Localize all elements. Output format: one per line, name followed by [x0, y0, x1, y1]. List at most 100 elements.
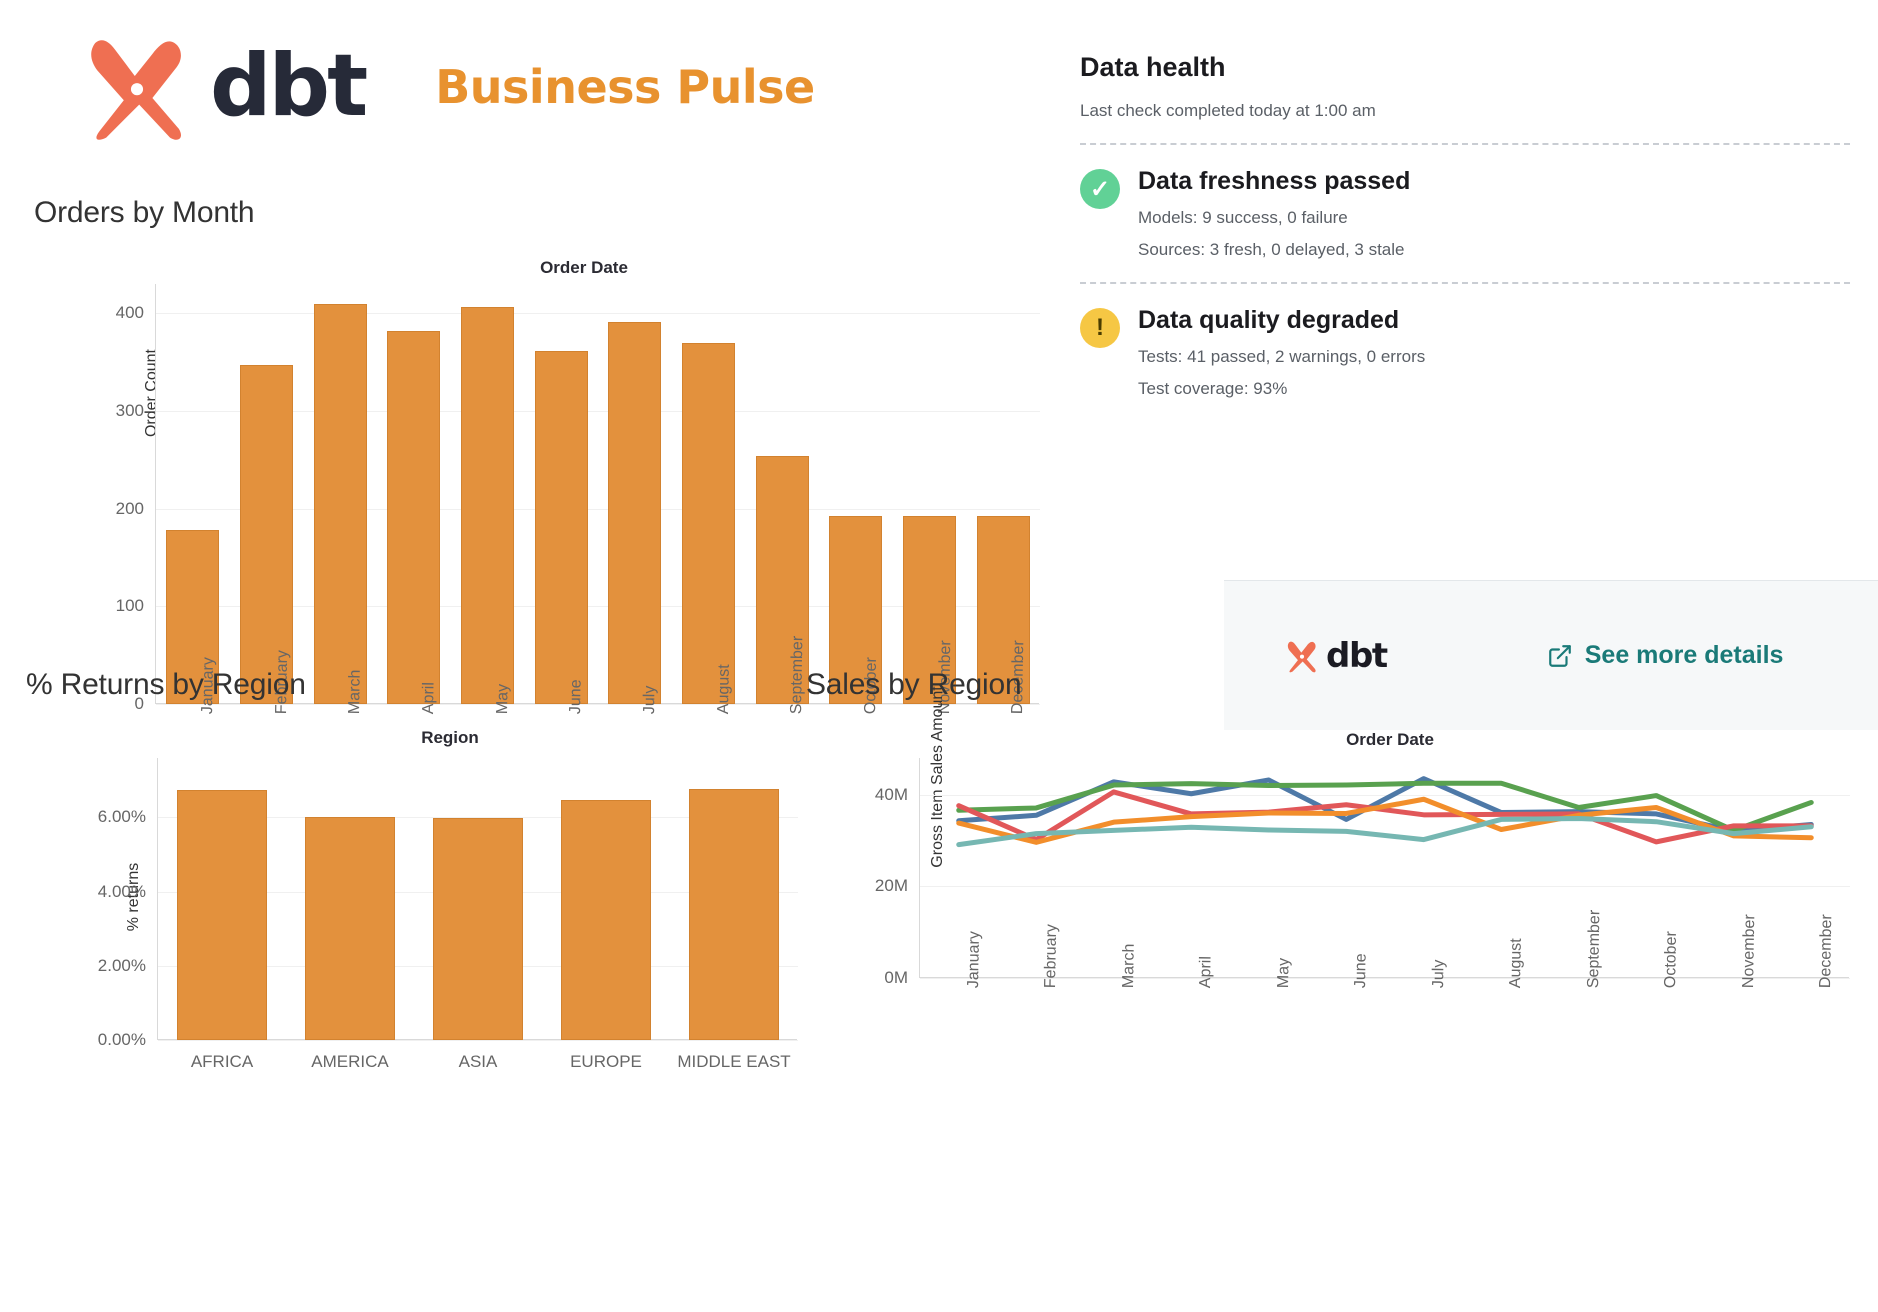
- bar[interactable]: [829, 516, 883, 704]
- see-more-details-link[interactable]: See more details: [1547, 641, 1784, 670]
- x-tick-label: ASIA: [458, 1052, 498, 1071]
- card-dbt-brand: dbt: [1284, 636, 1388, 676]
- orders-chart-subtitle: Order Date: [540, 258, 628, 277]
- line-series[interactable]: [956, 780, 1814, 833]
- y-tick-label: 100: [115, 596, 144, 616]
- y-tick-label: 4.00%: [97, 881, 146, 901]
- orders-x-axis-line: [155, 703, 1039, 704]
- bar[interactable]: [433, 818, 523, 1040]
- gridline: [920, 978, 1850, 979]
- y-tick-label: 400: [115, 303, 144, 323]
- x-tick-label: February: [1042, 923, 1061, 989]
- x-tick-label: January: [964, 931, 983, 989]
- health-item-line: Tests: 41 passed, 2 warnings, 0 errors: [1138, 347, 1426, 366]
- y-tick-label: 2.00%: [97, 955, 146, 975]
- data-health-subtitle: Last check completed today at 1:00 am: [1080, 101, 1376, 120]
- y-tick-label: 200: [115, 498, 144, 518]
- orders-panel-title: Orders by Month: [34, 196, 255, 229]
- dbt-x-icon-small: [1287, 641, 1316, 672]
- health-item-line: Sources: 3 fresh, 0 delayed, 3 stale: [1138, 240, 1405, 259]
- y-tick-label: 6.00%: [97, 807, 146, 827]
- returns-x-tick-labels: AFRICA AMERICA ASIA EUROPE MIDDLE EAST: [158, 1046, 798, 1086]
- gridline: [156, 606, 1040, 608]
- x-tick-label: AFRICA: [190, 1052, 254, 1071]
- bar[interactable]: [755, 455, 809, 704]
- bar[interactable]: [689, 789, 779, 1040]
- bar[interactable]: [976, 516, 1030, 704]
- page-title: Business Pulse: [435, 60, 815, 114]
- gridline: [920, 886, 1850, 888]
- see-more-details-card: dbt See more details: [1224, 580, 1878, 730]
- sales-chart-subtitle: Order Date: [1346, 730, 1434, 749]
- gridline: [156, 704, 1040, 705]
- x-tick-label: April: [1197, 955, 1215, 989]
- returns-by-region-panel: % Returns by Region Region % returns 0.0…: [20, 668, 810, 1308]
- y-tick-label: 0: [134, 694, 144, 713]
- x-tick-label: MIDDLE EAST: [677, 1052, 791, 1071]
- bar[interactable]: [681, 342, 735, 704]
- x-tick-label: AMERICA: [311, 1052, 389, 1071]
- bar[interactable]: [239, 365, 293, 704]
- bar[interactable]: [608, 322, 662, 704]
- y-tick-label: 40M: [874, 784, 908, 804]
- check-circle-icon: ✓: [1080, 169, 1120, 209]
- health-item-quality: ! Data quality degraded Tests: 41 passed…: [1080, 306, 1850, 399]
- x-tick-label: March: [1119, 943, 1138, 989]
- returns-panel-title: % Returns by Region: [26, 668, 306, 701]
- x-tick-label: EUROPE: [570, 1052, 642, 1071]
- bar[interactable]: [166, 530, 220, 704]
- health-item-heading: Data quality degraded: [1138, 306, 1400, 334]
- gridline: [158, 1040, 798, 1041]
- bar[interactable]: [387, 330, 441, 704]
- gridline: [158, 817, 798, 819]
- x-tick-label: December: [1817, 914, 1836, 989]
- health-item-line: Models: 9 success, 0 failure: [1138, 208, 1348, 227]
- dbt-brand-logo: dbt: [78, 32, 368, 142]
- dbt-x-icon: [91, 40, 182, 140]
- bar[interactable]: [177, 789, 267, 1040]
- x-tick-label: August: [1507, 938, 1526, 989]
- bar[interactable]: [561, 799, 651, 1040]
- x-tick-label: November: [1739, 914, 1759, 989]
- x-tick-label: September: [1584, 909, 1604, 989]
- bar[interactable]: [460, 307, 514, 704]
- bar[interactable]: [313, 303, 367, 704]
- warning-circle-icon: !: [1080, 308, 1120, 348]
- dbt-wordmark: dbt: [210, 36, 368, 137]
- y-tick-label: 0M: [884, 968, 908, 987]
- bar[interactable]: [902, 516, 956, 704]
- gridline: [156, 313, 1040, 315]
- sales-plot-area: Gross Item Sales Amount 0M 20M 40M: [875, 686, 1850, 987]
- orders-plot-area: Order Count 0 100 200 300 400: [116, 284, 1040, 713]
- returns-plot-area: % returns 0.00% 2.00% 4.00% 6.00%: [98, 758, 798, 1049]
- sales-panel-title: Sales by Region: [806, 668, 1022, 701]
- see-more-details-label: See more details: [1584, 641, 1784, 669]
- bar[interactable]: [534, 351, 588, 704]
- orders-by-month-panel: Orders by Month Order Date Order Count 0…: [34, 196, 1044, 714]
- health-item-line: Test coverage: 93%: [1138, 379, 1288, 398]
- dashboard-header: dbt Business Pulse: [78, 32, 815, 142]
- gridline: [156, 410, 1040, 412]
- y-tick-label: 20M: [874, 876, 908, 896]
- returns-chart-subtitle: Region: [421, 728, 479, 747]
- sales-line-series-group: [956, 776, 1814, 848]
- orders-y-axis-line: [155, 284, 156, 704]
- divider-2: [1080, 282, 1850, 284]
- gridline: [156, 508, 1040, 510]
- data-health-panel: Data health Last check completed today a…: [1080, 52, 1850, 399]
- external-link-icon: [1548, 644, 1571, 667]
- y-tick-label: 0.00%: [97, 1030, 146, 1049]
- line-series[interactable]: [956, 789, 1814, 845]
- gridline: [920, 794, 1850, 796]
- x-tick-label: May: [1274, 957, 1293, 989]
- bar[interactable]: [305, 816, 395, 1040]
- sales-by-region-panel: Sales by Region Order Date Gross Item Sa…: [800, 668, 1878, 1312]
- sales-x-axis-line: [919, 977, 1849, 978]
- sales-x-tick-labels: January February March April May June July Augu…: [920, 910, 1850, 1110]
- data-health-title: Data health: [1080, 52, 1226, 82]
- health-item-freshness: ✓ Data freshness passed Models: 9 succes…: [1080, 167, 1850, 260]
- line-series[interactable]: [956, 816, 1814, 848]
- line-series[interactable]: [956, 796, 1814, 845]
- orders-y-axis-label: Order Count: [143, 348, 160, 438]
